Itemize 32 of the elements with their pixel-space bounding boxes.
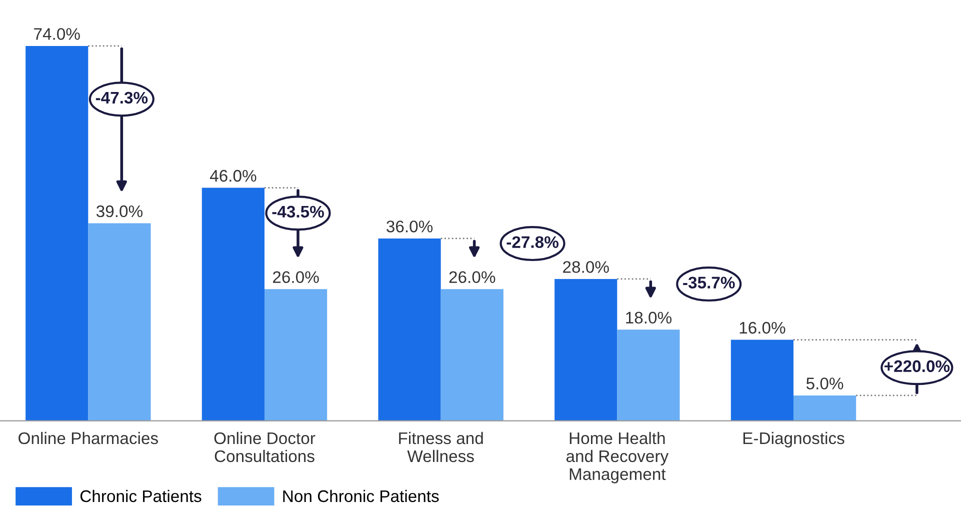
data-label: 16.0% (740, 322, 786, 334)
x-tick-label: E-Diagnostics (743, 432, 844, 448)
bar (264, 289, 328, 421)
legend-label: Non Chronic Patients (283, 490, 439, 502)
data-label: 26.0% (449, 271, 496, 284)
bar (440, 289, 504, 421)
data-label: 26.0% (273, 271, 319, 284)
bar (378, 238, 441, 421)
data-label: 36.0% (386, 220, 433, 232)
bar (730, 340, 794, 421)
x-tick-label: Fitness and Wellness (399, 432, 483, 462)
data-label: 46.0% (210, 170, 256, 182)
data-label: 39.0% (96, 205, 142, 218)
x-tick-label: Online Doctor Consultations (214, 432, 316, 462)
bar (617, 330, 680, 421)
annotation: -43.5% (272, 206, 324, 218)
annotation: -35.7% (683, 276, 735, 289)
bar (793, 395, 856, 421)
bar (554, 278, 618, 421)
annotation: +220.0% (884, 360, 950, 372)
bar (202, 188, 264, 421)
data-label: 28.0% (563, 261, 609, 273)
x-tick-label: Home Health and Recovery Management (566, 432, 669, 484)
annotation: -27.8% (506, 236, 558, 248)
data-label: 18.0% (626, 312, 672, 324)
legend-label: Chronic Patients (80, 490, 202, 502)
annotation: -47.3% (96, 92, 148, 104)
data-label: 5.0% (806, 378, 844, 390)
x-tick-label: Online Pharmacies (18, 432, 158, 444)
bar (88, 223, 151, 421)
bar (26, 46, 88, 421)
data-label: 74.0% (34, 28, 80, 40)
